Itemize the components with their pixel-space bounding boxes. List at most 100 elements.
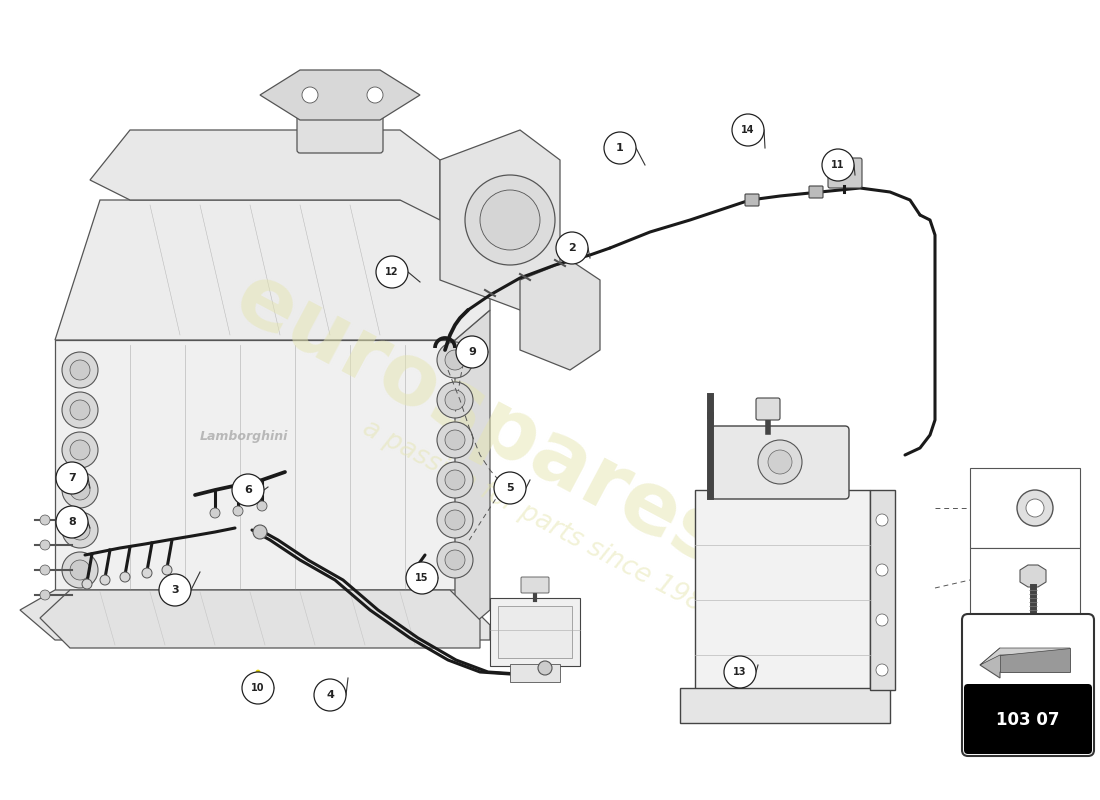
FancyBboxPatch shape — [695, 490, 870, 690]
Circle shape — [758, 440, 802, 484]
Circle shape — [732, 114, 764, 146]
Circle shape — [538, 661, 552, 675]
Circle shape — [406, 562, 438, 594]
FancyBboxPatch shape — [510, 664, 560, 682]
FancyBboxPatch shape — [870, 490, 895, 690]
Text: 11: 11 — [832, 160, 845, 170]
Text: 8: 8 — [68, 517, 76, 527]
Text: 1: 1 — [616, 143, 624, 153]
Circle shape — [437, 342, 473, 378]
FancyBboxPatch shape — [964, 684, 1092, 754]
Circle shape — [62, 352, 98, 388]
FancyBboxPatch shape — [297, 92, 383, 153]
Circle shape — [556, 232, 588, 264]
FancyBboxPatch shape — [745, 194, 759, 206]
Circle shape — [40, 590, 49, 600]
FancyBboxPatch shape — [962, 614, 1094, 756]
Circle shape — [480, 190, 540, 250]
Circle shape — [100, 575, 110, 585]
Circle shape — [162, 565, 172, 575]
Circle shape — [302, 87, 318, 103]
Circle shape — [232, 474, 264, 506]
Circle shape — [446, 550, 465, 570]
Circle shape — [257, 501, 267, 511]
FancyBboxPatch shape — [711, 426, 849, 499]
Text: 4: 4 — [326, 690, 334, 700]
Circle shape — [160, 574, 191, 606]
Circle shape — [120, 572, 130, 582]
Circle shape — [82, 579, 92, 589]
Polygon shape — [440, 130, 560, 310]
Circle shape — [437, 382, 473, 418]
Circle shape — [210, 508, 220, 518]
Circle shape — [56, 506, 88, 538]
FancyBboxPatch shape — [55, 340, 455, 600]
Circle shape — [876, 564, 888, 576]
Circle shape — [446, 510, 465, 530]
Text: 13: 13 — [734, 667, 747, 677]
Circle shape — [446, 390, 465, 410]
Circle shape — [1018, 490, 1053, 526]
Circle shape — [56, 462, 88, 494]
Circle shape — [70, 360, 90, 380]
Circle shape — [437, 502, 473, 538]
Circle shape — [446, 430, 465, 450]
Circle shape — [1026, 499, 1044, 517]
Circle shape — [253, 525, 267, 539]
Polygon shape — [980, 648, 1070, 665]
Polygon shape — [520, 260, 600, 370]
FancyBboxPatch shape — [756, 398, 780, 420]
Text: 15: 15 — [416, 573, 429, 583]
Circle shape — [40, 515, 49, 525]
FancyBboxPatch shape — [970, 468, 1080, 548]
Text: 14: 14 — [741, 125, 755, 135]
Text: 7: 7 — [68, 473, 76, 483]
Text: 10: 10 — [251, 683, 265, 693]
Text: 12: 12 — [385, 267, 398, 277]
Text: 103 07: 103 07 — [997, 711, 1059, 729]
Circle shape — [768, 450, 792, 474]
Circle shape — [724, 656, 756, 688]
Circle shape — [70, 400, 90, 420]
Text: 6: 6 — [244, 485, 252, 495]
Circle shape — [62, 552, 98, 588]
Circle shape — [40, 565, 49, 575]
Polygon shape — [1000, 648, 1070, 672]
FancyBboxPatch shape — [808, 186, 823, 198]
Circle shape — [233, 506, 243, 516]
Text: a passion for parts since 1985: a passion for parts since 1985 — [358, 415, 722, 625]
Circle shape — [465, 175, 556, 265]
Circle shape — [446, 470, 465, 490]
Circle shape — [376, 256, 408, 288]
Circle shape — [62, 512, 98, 548]
Circle shape — [876, 664, 888, 676]
Text: eurospares: eurospares — [220, 255, 740, 585]
Polygon shape — [90, 130, 440, 220]
Text: 3: 3 — [172, 585, 179, 595]
Polygon shape — [260, 70, 420, 120]
Polygon shape — [40, 590, 480, 648]
FancyBboxPatch shape — [680, 688, 890, 723]
Polygon shape — [20, 590, 490, 640]
FancyBboxPatch shape — [828, 158, 862, 188]
Circle shape — [40, 540, 49, 550]
Circle shape — [437, 422, 473, 458]
Text: Lamborghini: Lamborghini — [200, 430, 288, 443]
Circle shape — [604, 132, 636, 164]
FancyBboxPatch shape — [970, 548, 1080, 628]
Circle shape — [876, 514, 888, 526]
Circle shape — [62, 432, 98, 468]
Text: 2: 2 — [568, 243, 576, 253]
Circle shape — [242, 672, 274, 704]
FancyBboxPatch shape — [498, 606, 572, 658]
Circle shape — [70, 560, 90, 580]
Polygon shape — [980, 648, 1070, 678]
Text: 5: 5 — [506, 483, 514, 493]
Circle shape — [62, 472, 98, 508]
Circle shape — [70, 520, 90, 540]
Circle shape — [62, 392, 98, 428]
Circle shape — [456, 336, 488, 368]
Circle shape — [70, 480, 90, 500]
FancyBboxPatch shape — [521, 577, 549, 593]
Circle shape — [494, 472, 526, 504]
